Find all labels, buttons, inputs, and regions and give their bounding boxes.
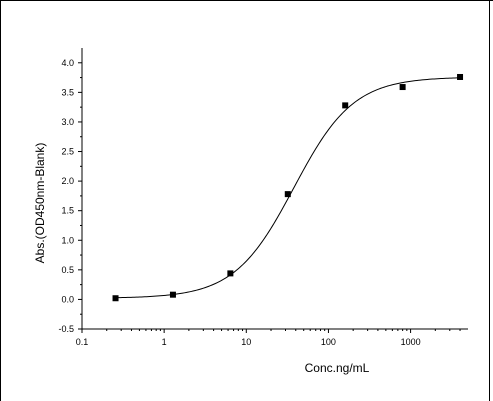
x-tick-label: 0.1: [76, 337, 89, 347]
frame-border-top: [0, 0, 493, 1]
data-point: [169, 291, 176, 298]
fit-curve: [115, 77, 461, 299]
y-axis-label: Abs.(OD450nm-Blank): [33, 143, 47, 264]
y-tick-label: 2.0: [61, 176, 74, 186]
y-tick-label: 3.0: [61, 117, 74, 127]
data-point: [112, 295, 119, 302]
data-points: [112, 73, 464, 302]
y-tick-label: 2.5: [61, 147, 74, 157]
y-tick-label: 3.5: [61, 87, 74, 97]
y-tick-label: -0.5: [58, 324, 74, 334]
frame-border-right: [489, 0, 490, 401]
x-tick-label: 10: [241, 337, 251, 347]
data-point: [227, 270, 234, 277]
x-tick-label: 1: [162, 337, 167, 347]
frame-border-left: [0, 0, 1, 401]
x-axis-label: Conc.ng/mL: [305, 361, 370, 375]
y-tick-label: 4.0: [61, 58, 74, 68]
x-tick-label: 100: [321, 337, 336, 347]
axis-labels: Conc.ng/mL Abs.(OD450nm-Blank): [33, 143, 370, 375]
y-tick-label: 0.5: [61, 265, 74, 275]
y-tick-label: 0.0: [61, 294, 74, 304]
fit-curve-layer: [115, 77, 461, 299]
y-tick-label: 1.0: [61, 235, 74, 245]
data-point: [284, 191, 291, 198]
y-tick-label: 1.5: [61, 206, 74, 216]
x-tick-label: 1000: [401, 337, 421, 347]
data-point: [399, 84, 406, 91]
data-point: [342, 102, 349, 109]
axes: -0.5 0.0 0.5 1.0 1.5 2.0 2.5 3.0 3.5 4.0 0.1 1 10 100…: [58, 48, 468, 347]
data-point: [457, 73, 464, 80]
